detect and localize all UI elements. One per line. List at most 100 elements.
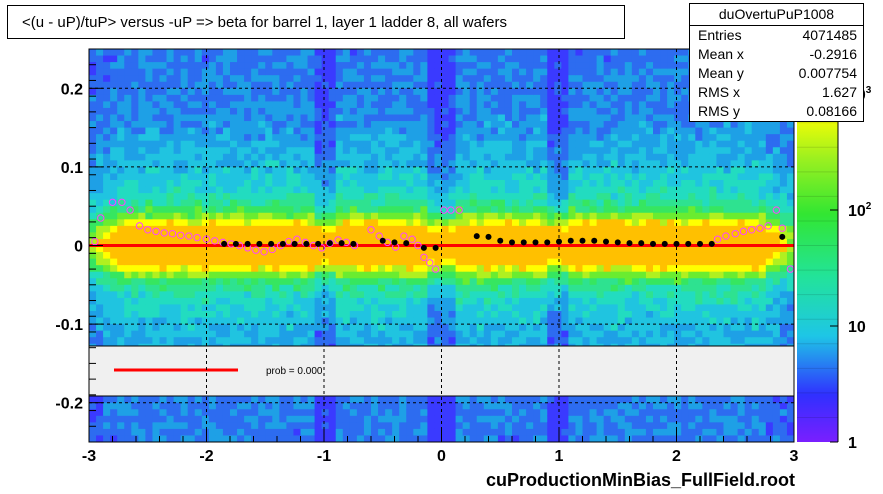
- filled-marker: [291, 240, 298, 247]
- filled-marker: [232, 240, 239, 247]
- filled-marker: [473, 233, 480, 240]
- filled-marker: [338, 240, 345, 247]
- open-marker: [756, 224, 764, 232]
- filled-marker: [497, 237, 504, 244]
- open-marker: [135, 222, 144, 230]
- stats-row-entries: Entries 4071485: [698, 27, 857, 43]
- profile-filled-markers: [221, 233, 786, 251]
- x-tick-label: 0: [437, 448, 446, 465]
- profile-open-markers: [91, 198, 795, 273]
- filled-marker: [673, 240, 680, 247]
- open-marker: [152, 227, 160, 236]
- filled-marker: [268, 240, 275, 247]
- stats-row-rms-y: RMS y 0.08166: [698, 103, 857, 119]
- open-marker: [334, 236, 342, 244]
- open-marker: [400, 232, 408, 240]
- filled-marker: [432, 244, 439, 251]
- filled-marker: [532, 239, 539, 246]
- legend-label: prob = 0.000: [266, 366, 323, 377]
- stats-row-rms-x: RMS x 1.627: [698, 84, 857, 100]
- open-marker: [91, 237, 99, 246]
- open-marker: [431, 265, 440, 273]
- open-marker: [440, 206, 448, 214]
- open-marker: [185, 232, 193, 240]
- filled-marker: [315, 240, 322, 247]
- stats-row-mean-x: Mean x -0.2916: [698, 46, 857, 62]
- filled-marker: [256, 240, 263, 247]
- open-marker: [455, 206, 463, 214]
- y-tick-label: -0.1: [55, 317, 83, 334]
- open-marker: [144, 226, 152, 234]
- open-marker: [408, 235, 416, 243]
- open-marker: [260, 248, 268, 256]
- axes: -3 -2 -1 0 1 2 3 -0.2 -0.1 0 0.1 0.2: [55, 48, 799, 465]
- filled-marker: [638, 240, 645, 247]
- filled-marker: [626, 240, 633, 247]
- z-tick-label: 10: [848, 319, 866, 336]
- filled-marker: [420, 244, 427, 251]
- filled-marker: [544, 239, 551, 246]
- z-tick-label: 1: [848, 435, 857, 452]
- open-marker: [420, 253, 428, 261]
- open-marker: [252, 246, 260, 254]
- filled-marker: [579, 237, 586, 244]
- open-marker: [772, 206, 781, 214]
- stats-row-mean-y: Mean y 0.007754: [698, 65, 857, 81]
- filled-marker: [279, 240, 286, 247]
- open-marker: [326, 239, 334, 247]
- open-marker: [731, 230, 739, 238]
- open-marker: [764, 222, 772, 230]
- y-tick-label: 0: [74, 239, 83, 256]
- x-tick-label: -1: [317, 448, 331, 465]
- open-marker: [426, 259, 434, 267]
- filled-marker: [779, 233, 786, 240]
- x-tick-label: -3: [82, 448, 96, 465]
- title-box: <(u - uP)/tuP> versus -uP => beta for ba…: [7, 5, 625, 39]
- open-marker: [447, 206, 455, 214]
- open-marker: [176, 231, 185, 239]
- x-tick-label: -2: [199, 448, 213, 465]
- y-tick-label: 0.1: [61, 160, 83, 177]
- filled-marker: [614, 239, 621, 246]
- open-marker: [168, 230, 177, 238]
- stats-divider: [690, 25, 863, 26]
- x-axis-title: cuProductionMinBias_FullField.root: [486, 470, 796, 490]
- open-marker: [748, 226, 756, 234]
- filled-marker: [591, 237, 598, 244]
- open-marker: [202, 235, 211, 243]
- open-marker: [722, 232, 730, 240]
- filled-marker: [391, 239, 398, 246]
- filled-marker: [685, 240, 692, 247]
- open-marker: [126, 206, 134, 214]
- open-marker: [97, 214, 105, 222]
- open-marker: [285, 237, 293, 246]
- filled-marker: [244, 240, 251, 247]
- open-marker: [211, 237, 219, 245]
- y-tick-label: -0.2: [55, 396, 83, 413]
- filled-marker: [567, 237, 574, 244]
- filled-marker: [326, 240, 333, 247]
- filled-marker: [661, 240, 668, 247]
- stats-box: duOvertuPuP1008 Entries 4071485 Mean x -0.…: [689, 3, 864, 122]
- filled-marker: [379, 237, 386, 244]
- x-tick-label: 1: [555, 448, 564, 465]
- filled-marker: [509, 239, 515, 246]
- filled-marker: [485, 233, 492, 240]
- open-marker: [193, 233, 201, 242]
- open-marker: [367, 226, 375, 234]
- open-marker: [375, 232, 383, 240]
- open-marker: [739, 227, 748, 236]
- filled-marker: [556, 238, 562, 245]
- filled-marker: [650, 240, 656, 247]
- open-marker: [317, 244, 326, 252]
- open-marker: [160, 229, 168, 237]
- open-marker: [118, 198, 126, 206]
- open-marker: [108, 198, 117, 206]
- filled-marker: [697, 240, 703, 247]
- open-marker: [778, 224, 786, 232]
- stats-name: duOvertuPuP1008: [718, 6, 835, 22]
- z-tick-label: 102: [848, 201, 872, 220]
- chart-title: <(u - uP)/tuP> versus -uP => beta for ba…: [22, 14, 507, 31]
- filled-marker: [350, 240, 357, 247]
